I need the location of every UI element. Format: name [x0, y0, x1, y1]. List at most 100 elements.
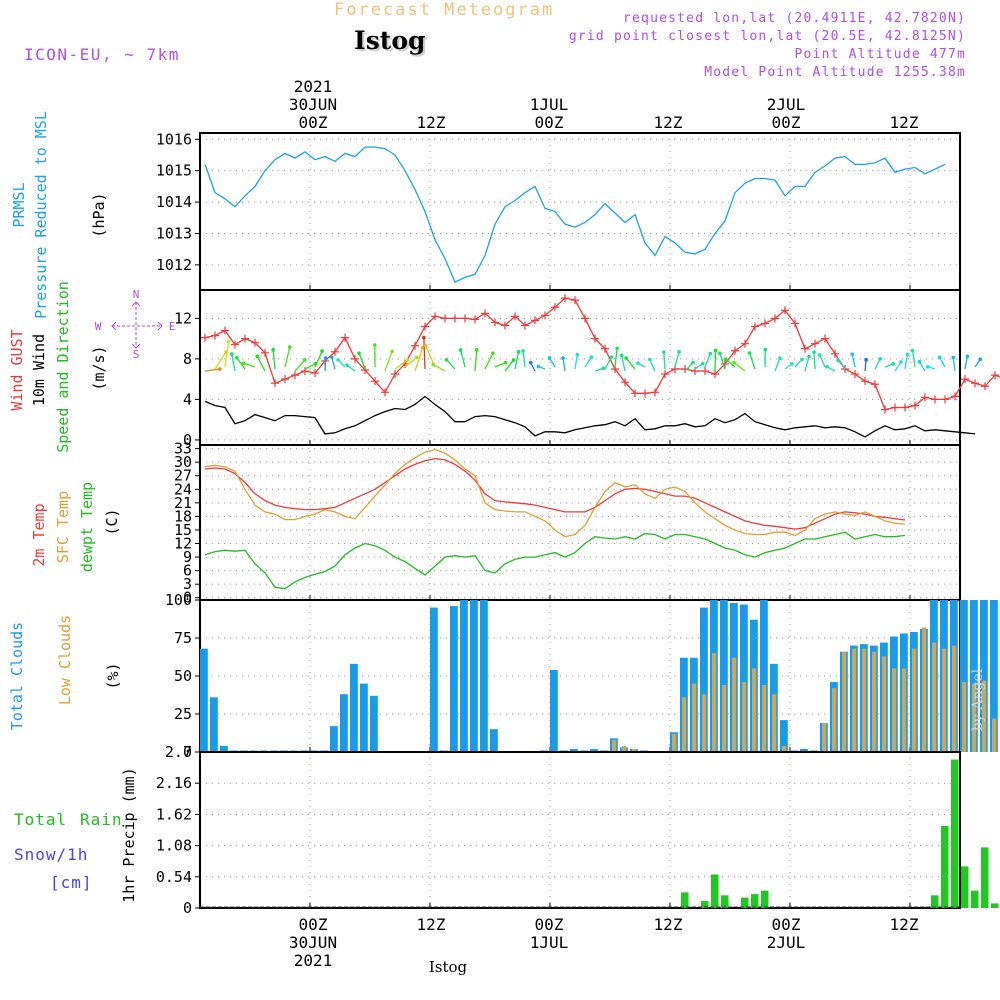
bottom-time-label-5: 12Z [890, 915, 919, 934]
wind-arrow [446, 359, 456, 370]
wind-arrow [939, 356, 946, 368]
rain-ytick-label: 0.54 [156, 868, 192, 886]
wind-arrow [725, 358, 736, 368]
cloud-unit-label: (%) [104, 662, 122, 689]
wind-arrow [214, 351, 227, 370]
wind-arrow [243, 362, 256, 368]
wind-arrow [504, 359, 515, 372]
pressure-ytick-label: 1016 [156, 130, 192, 148]
wind-arrow-head [271, 348, 275, 352]
compass-e: E [169, 320, 176, 333]
pressure-ytick-label: 1014 [156, 193, 192, 211]
rain-bar [751, 894, 759, 908]
wind-arrow-head [619, 353, 624, 358]
low-cloud-bar [772, 694, 777, 752]
low-cloud-bar [832, 688, 837, 752]
model-label: ICON-EU, ~ 7km [24, 45, 180, 64]
wind-arrow-head [405, 358, 410, 362]
low-cloud-bar [892, 668, 897, 752]
meteogram-title: Forecast Meteogram [334, 0, 555, 20]
low-cloud-bar [722, 685, 727, 752]
wind-gust-marker [771, 314, 779, 323]
wind-gust-marker [891, 403, 899, 412]
wind-arrow-head [423, 343, 428, 348]
total-cloud-bar [490, 729, 498, 752]
wind-gust-marker [801, 344, 809, 353]
wind-arrow [749, 352, 756, 370]
wind-arrow [484, 352, 494, 370]
wind-gust-marker [411, 341, 419, 350]
wind-ytick-label: 0 [183, 431, 192, 449]
temp-frame [199, 444, 961, 601]
rain-bar [701, 901, 709, 908]
wind-arrow [837, 360, 846, 370]
wind-arrow-head [662, 350, 666, 354]
wind-gust-marker [641, 389, 649, 398]
wind-gust-marker [971, 379, 979, 388]
wind-gust-marker [811, 339, 819, 348]
wind-gust-marker [991, 371, 999, 380]
wind-arrow-head [547, 356, 552, 360]
rain-bar [951, 759, 959, 908]
wind-gust-marker [751, 322, 759, 331]
wind-arrow [584, 356, 592, 368]
low-cloud-bar [932, 642, 937, 752]
wind-arrow-head [910, 348, 915, 353]
low-cloud-bar [922, 627, 927, 752]
wind-arrow [964, 356, 969, 370]
wind-gust-marker [651, 388, 659, 397]
total-cloud-bar [330, 726, 338, 752]
wind-arrow-head [241, 361, 246, 366]
temp-2m-label: 2m Temp [30, 503, 48, 566]
wind-arrow [904, 354, 909, 370]
wind-frame [199, 289, 961, 446]
wind-arrow-head [323, 356, 328, 360]
low-cloud-bar [702, 694, 707, 752]
wind-unit-label: (m/s) [90, 345, 108, 390]
wind-gust-marker [271, 379, 279, 388]
temp-ytick-label: 12 [174, 535, 192, 553]
rain-bar [761, 890, 769, 908]
wind-arrow-head [373, 343, 377, 347]
wind-gust-marker [471, 315, 479, 324]
rain-bar [991, 903, 999, 908]
cloud-panel: 0 25 50 75 100 [165, 591, 998, 761]
wind-10m-label: 10m Wind [30, 334, 48, 406]
wind-arrow [684, 362, 694, 372]
rain-bar [981, 847, 989, 908]
wind-gust-marker [911, 401, 919, 410]
wind-arrow-head [345, 363, 349, 367]
wind-gust-marker [621, 378, 629, 387]
rain-frame [199, 751, 961, 909]
top-time-label-3: 12Z [654, 113, 683, 132]
wind-gust-marker [581, 314, 589, 323]
prmsl-label: PRMSL [10, 182, 28, 227]
wind-gust-marker [481, 309, 489, 318]
wind-arrow [358, 353, 366, 370]
wind-ytick-label: 4 [183, 390, 192, 408]
wind-arrow-head [528, 360, 533, 365]
wind-arrow-head [575, 352, 580, 357]
total-cloud-bar [800, 748, 808, 752]
wind-gust-marker [551, 303, 559, 312]
wind-arrow-head [899, 360, 903, 364]
wind-arrow [952, 357, 956, 372]
cloud-ytick-label: 0 [183, 743, 192, 761]
temp-ytick-label: 0 [183, 589, 192, 607]
rain-ytick-label: 2.16 [156, 774, 192, 792]
temp-dewpt-series [204, 531, 906, 590]
wind-arrow [304, 363, 316, 370]
wind-arrow-head [713, 348, 718, 353]
wind-gust-marker [841, 365, 849, 374]
wind-gust-marker [941, 395, 949, 404]
wind-arrow-head [691, 360, 695, 365]
wind-arrow [774, 357, 781, 372]
wind-arrow [474, 349, 478, 372]
low-clouds-label: Low Clouds [56, 615, 74, 705]
grid-point-coords: grid point closest lon,lat (20.5E, 42.81… [568, 29, 966, 44]
wind-arrow [236, 357, 246, 370]
rain-bar [681, 892, 689, 908]
wind-gust-series [204, 297, 1000, 411]
bottom-time-label-1: 12Z [417, 915, 446, 934]
cloud-ytick-label: 100 [165, 591, 192, 609]
